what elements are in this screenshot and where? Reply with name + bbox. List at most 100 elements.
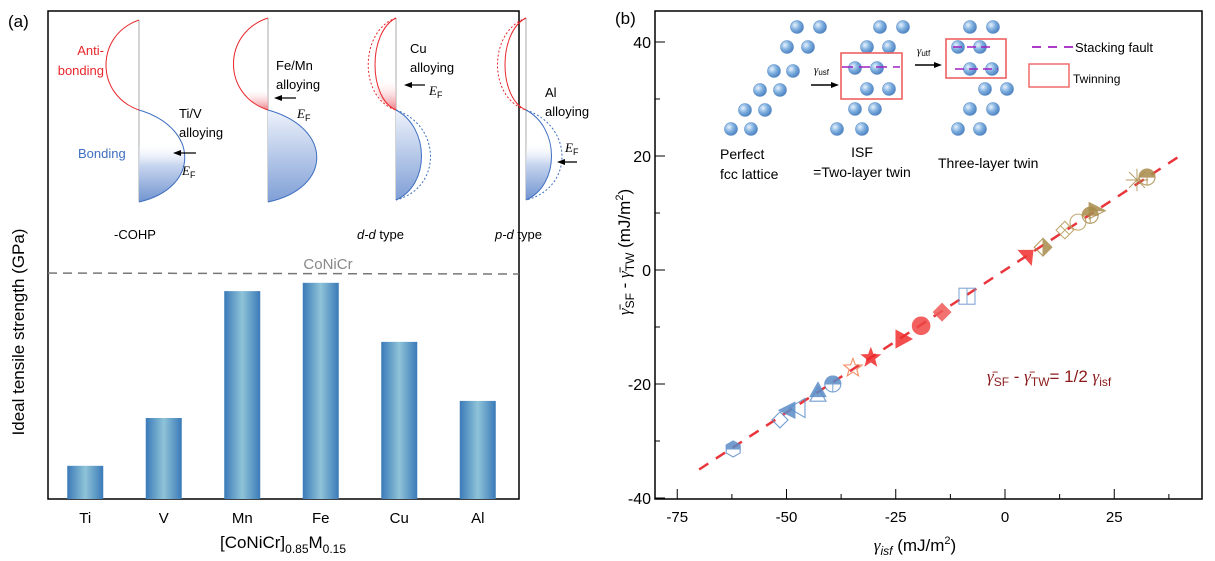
atom xyxy=(973,122,987,136)
bar-fe xyxy=(302,282,339,499)
data-point-triangle-down-filled xyxy=(1017,249,1034,266)
bonding-label: Bonding xyxy=(78,146,126,161)
data-point-circle-open xyxy=(1069,213,1087,231)
bonding-fill xyxy=(139,110,185,202)
data-point-triangle-up-open xyxy=(809,385,827,402)
bonding-curve xyxy=(138,109,186,203)
antibonding-label: Anti-bonding xyxy=(58,43,104,78)
atom xyxy=(790,20,804,34)
data-point-triangle-right-half xyxy=(1088,201,1107,220)
legend: Stacking fault Twinning xyxy=(1028,40,1153,88)
gamma-utf-label: γutf xyxy=(917,45,931,58)
atom xyxy=(780,40,794,54)
panel-b-xlabel: γisf (mJ/m2) xyxy=(874,535,956,558)
antibonding-curve-dashed xyxy=(497,17,527,111)
ylabel-gamma1: γ̄ xyxy=(615,303,634,315)
bonding-curve-dashed xyxy=(395,109,431,201)
arrow-right-icon xyxy=(811,82,839,88)
atom xyxy=(882,40,896,54)
antibonding-curve xyxy=(233,17,269,111)
atom xyxy=(724,122,738,136)
three-layer-twin-label: Three-layer twin xyxy=(938,155,1038,171)
data-point-square-x-open xyxy=(1055,220,1075,240)
y-tick-label: -40 xyxy=(628,491,651,508)
bar-cu xyxy=(381,341,418,499)
type-label-pd: p-d type xyxy=(494,227,542,242)
scatter-points xyxy=(725,168,1156,458)
x-tick-label: -25 xyxy=(885,509,907,526)
atom xyxy=(855,122,869,136)
atoms xyxy=(724,20,1014,136)
bar-ti xyxy=(67,465,104,499)
bar-al xyxy=(459,400,496,499)
cohp-scheme-fe-mn: Fe/Mn alloying EF xyxy=(233,17,320,203)
ylabel-sub-tw: TW xyxy=(623,252,637,271)
atom xyxy=(986,102,1000,116)
xlabel-main: [CoNiCr] xyxy=(220,533,285,552)
x-tick-label-cu: Cu xyxy=(390,510,409,527)
x-tick-label-mn: Mn xyxy=(232,510,253,527)
type-label-dd: d-d type xyxy=(357,227,404,242)
cohp-scheme-al: Al alloying EF p-d type xyxy=(494,17,589,242)
ylabel-gamma2: γ̄ xyxy=(615,266,634,278)
fermi-level-label: EF xyxy=(428,83,443,100)
atom xyxy=(873,20,887,34)
cohp-scheme-ti-v: Anti-bonding Bonding Ti/V alloying EF -CO… xyxy=(58,19,223,242)
atom xyxy=(868,102,882,116)
atom xyxy=(978,82,992,96)
x-tick-label-ti: Ti xyxy=(79,510,91,527)
atom xyxy=(758,103,772,117)
arrow-left-icon xyxy=(404,82,425,88)
legend-label: Stacking fault xyxy=(1075,40,1153,55)
fermi-level-label: EF xyxy=(564,140,579,157)
legend-label: Twinning xyxy=(1073,72,1120,86)
bonding-fill xyxy=(396,110,422,200)
bar-mn xyxy=(224,291,261,499)
bonding-curve xyxy=(395,109,422,201)
y-tick-label: 40 xyxy=(633,35,651,52)
bar-v xyxy=(145,417,182,499)
atom xyxy=(951,122,965,136)
antibonding-curve xyxy=(105,19,140,111)
y-tick-label: -20 xyxy=(628,377,651,394)
data-point-circle-half xyxy=(824,375,842,393)
atom xyxy=(848,102,862,116)
cohp-scheme-cu: Cu alloying EF d-d type xyxy=(357,17,454,242)
twinning-box-isf xyxy=(840,52,903,100)
bonding-curve xyxy=(267,109,318,203)
legend-item-twinning: Twinning xyxy=(1028,63,1120,88)
data-point-diamond-open xyxy=(771,411,789,429)
atom xyxy=(813,20,827,34)
fermi-level-label: EF xyxy=(181,163,196,180)
fermi-level-label: EF xyxy=(296,106,311,123)
ylabel-units: (mJ/m xyxy=(615,201,634,253)
alloying-label-al: Al alloying xyxy=(545,85,589,119)
data-point-square-split-open xyxy=(958,287,976,305)
perfect-lattice-label: Perfect fcc lattice xyxy=(720,146,779,182)
panel-b-label: (b) xyxy=(615,9,636,28)
data-point-diamond-half xyxy=(1033,237,1053,258)
atom xyxy=(773,83,787,97)
alloying-label-fe-mn: Fe/Mn alloying xyxy=(276,58,320,92)
arrow-left-icon xyxy=(173,150,196,156)
legend-item-stacking-fault: Stacking fault xyxy=(1032,40,1153,55)
data-point-triangle-left-open xyxy=(787,397,806,419)
xlabel-mid: M xyxy=(309,533,323,552)
panel-b: (b) -75 -50 -25 0 25 -40 -20 0 20 40 γ̄SF - γ̄TW … xyxy=(614,9,1203,558)
panel-b-axes-frame xyxy=(654,10,1203,500)
y-tick-label: 0 xyxy=(642,263,651,280)
reference-line-coniCr xyxy=(47,272,520,275)
x-tick-label-fe: Fe xyxy=(312,510,330,527)
atom xyxy=(896,20,910,34)
atom xyxy=(848,61,862,75)
atom xyxy=(1000,82,1014,96)
ylabel-minus: - xyxy=(615,278,634,293)
xlabel-sub2: 0.15 xyxy=(323,542,347,556)
atom xyxy=(963,20,977,34)
reference-line-label: CoNiCr xyxy=(303,256,352,273)
panel-a-ylabel: Ideal tensile strength (GPa) xyxy=(9,229,28,436)
bonding-fill xyxy=(526,110,552,200)
alloying-label-cu: Cu alloying xyxy=(410,41,454,75)
atom xyxy=(986,20,1000,34)
